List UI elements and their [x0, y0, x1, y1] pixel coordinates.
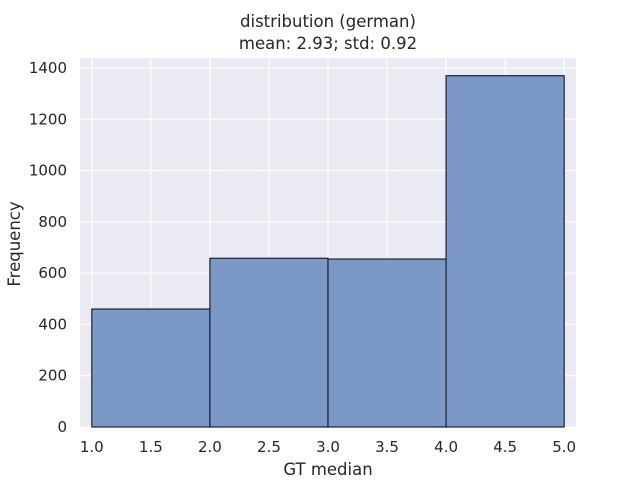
- x-tick-label: 3.0: [316, 438, 340, 456]
- histogram-bar: [91, 308, 211, 428]
- x-axis-title: GT median: [283, 460, 372, 479]
- bars: [91, 75, 565, 428]
- x-tick-label: 4.5: [493, 438, 517, 456]
- y-tick-label: 400: [38, 315, 67, 333]
- y-tick-label: 200: [38, 367, 67, 385]
- histogram-bar: [209, 257, 329, 428]
- histogram-bar: [327, 258, 447, 428]
- x-tick-label: 1.0: [80, 438, 104, 456]
- y-tick-label: 0: [57, 418, 67, 436]
- histogram-bar: [445, 75, 565, 428]
- x-tick-label: 4.0: [434, 438, 458, 456]
- y-tick-label: 1000: [29, 162, 67, 180]
- y-tick-label: 1400: [29, 59, 67, 77]
- x-tick-label: 1.5: [139, 438, 163, 456]
- y-tick-label: 800: [38, 213, 67, 231]
- y-tick-labels: 0 200 400 600 800 1000 1200 1400: [29, 59, 67, 436]
- x-tick-label: 3.5: [375, 438, 399, 456]
- chart-subtitle: mean: 2.93; std: 0.92: [239, 34, 417, 53]
- x-tick-label: 2.5: [257, 438, 281, 456]
- x-tick-label: 5.0: [552, 438, 576, 456]
- x-tick-labels: 1.0 1.5 2.0 2.5 3.0 3.5 4.0 4.5 5.0: [80, 438, 576, 456]
- y-tick-label: 600: [38, 264, 67, 282]
- y-axis-title: Frequency: [5, 201, 24, 286]
- x-tick-label: 2.0: [198, 438, 222, 456]
- chart-title: distribution (german): [240, 12, 416, 31]
- y-tick-label: 1200: [29, 110, 67, 128]
